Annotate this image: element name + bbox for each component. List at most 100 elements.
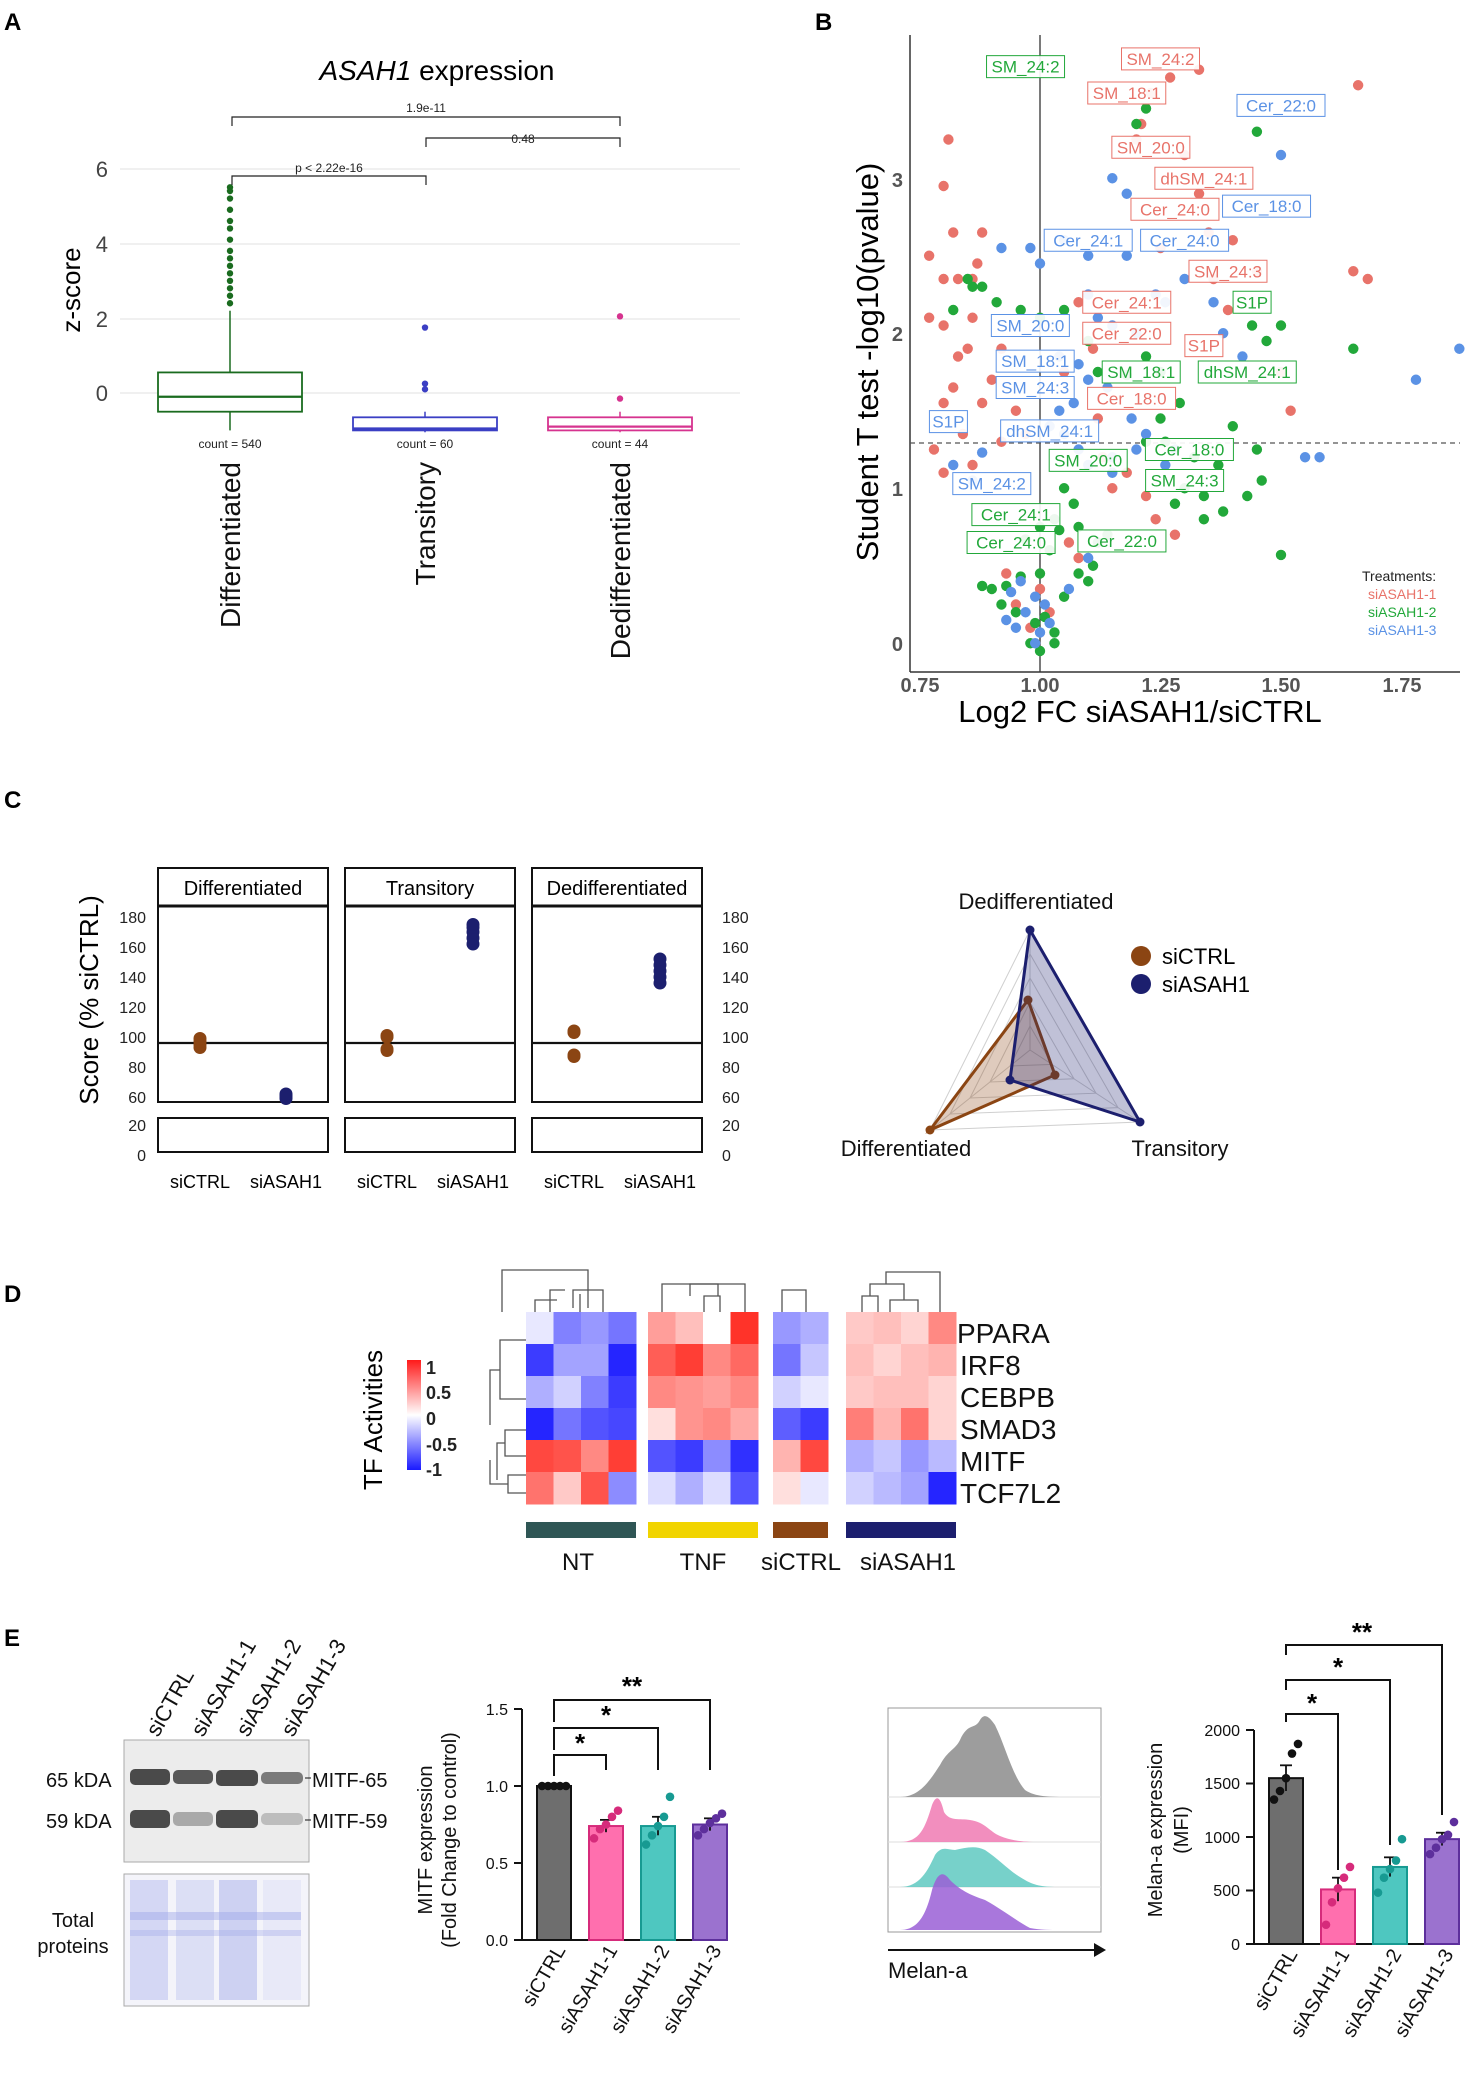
panel-d: D TF Activities 1 0.5 0 -0.5 -1 [4, 1269, 1061, 1576]
melan-xlabel: siCTRL [1250, 1946, 1302, 2015]
volcano-label: S1P [1236, 293, 1268, 312]
melan-bars [1268, 1739, 1460, 1946]
panel-b-labels: SM_24:2 SM_24:2 SM_18:1 Cer_22:0 SM_20:0 dhSM… [928, 47, 1326, 554]
volcano-point [1083, 576, 1094, 587]
volcano-point [1063, 537, 1075, 548]
heatmap-cell [703, 1376, 731, 1409]
significance-marker: * [601, 1700, 612, 1730]
heatmap-cell [730, 1440, 759, 1473]
panel-c-ytick-left: 180 [119, 910, 146, 927]
volcano-point [962, 273, 973, 285]
panel-b-xtick: 1.75 [1383, 675, 1422, 697]
box-outlier [616, 395, 624, 402]
heatmap-cell [928, 1376, 957, 1409]
melan-bar-chart: Melan-a expression (MFI) 2000 1500 1000 … [1145, 1617, 1460, 2041]
facet-xlabel: siCTRL [170, 1172, 230, 1192]
volcano-point [986, 374, 997, 385]
volcano-point [1034, 583, 1046, 595]
panel-c-ytick-left: 120 [119, 1000, 146, 1017]
western-blot: siCTRL siASAH1-1 siASAH1-2 siASAH1-3 65 … [37, 1635, 388, 2007]
heatmap-cell [928, 1344, 957, 1377]
radar-axis-label: Dedifferentiated [959, 889, 1114, 914]
radar-point [925, 1125, 935, 1135]
volcano-point [1092, 312, 1104, 323]
volcano-point [1020, 607, 1031, 618]
replicate-point [1345, 1862, 1355, 1872]
panel-c-ytick-left: 80 [128, 1060, 146, 1077]
facet-strip [157, 867, 329, 907]
volcano-point [1029, 591, 1041, 602]
panel-b-ytick: 1 [892, 479, 903, 501]
heatmap-cell [800, 1344, 829, 1377]
box-body [157, 371, 303, 413]
radar-point [1025, 925, 1035, 935]
bar [1372, 1865, 1408, 1945]
panel-a-group-label: Transitory [410, 462, 441, 585]
panel-a: A ASAH1 expression z-score 6 4 2 0 p < 2… [4, 9, 740, 659]
volcano-label-box [1101, 360, 1181, 384]
facet-panel [531, 905, 703, 1103]
heatmap-cell [730, 1344, 759, 1377]
replicate-point [1397, 1834, 1407, 1844]
volcano-point [1034, 627, 1046, 638]
volcano-label: SM_24:2 [1126, 50, 1194, 69]
volcano-point [1010, 405, 1022, 416]
panel-a-count: count = 60 [397, 437, 454, 451]
volcano-point [1140, 351, 1152, 362]
heatmap-cell [608, 1312, 637, 1345]
volcano-point [1087, 560, 1099, 571]
radar-axis-label: Differentiated [841, 1136, 971, 1161]
volcano-point [967, 459, 978, 471]
box-outlier [226, 236, 234, 243]
volcano-point [1039, 599, 1051, 610]
group-color-bar [526, 1522, 636, 1538]
heatmap-cell [773, 1376, 801, 1409]
volcano-point [1034, 645, 1046, 657]
score-point-sictrl [380, 1042, 394, 1056]
box-outlier [226, 247, 234, 255]
volcano-label: Cer_22:0 [1087, 532, 1157, 551]
score-point-sictrl [567, 1048, 581, 1062]
heatmap-cell [703, 1440, 731, 1473]
volcano-point [1261, 335, 1272, 347]
panel-b-legend: Treatments: siASAH1-1 siASAH1-2 siASAH1-… [1362, 568, 1437, 638]
volcano-label-box [1130, 197, 1220, 221]
panel-c-ytick-right: 180 [722, 910, 749, 927]
volcano-point [1246, 320, 1258, 331]
heatmap-cell [800, 1376, 829, 1409]
volcano-point [943, 134, 954, 145]
volcano-label-box [1232, 290, 1272, 314]
volcano-label: dhSM_24:1 [1006, 422, 1093, 441]
gene-label: PPARA [957, 1318, 1050, 1349]
volcano-point [1222, 304, 1234, 316]
heatmap-cell [526, 1472, 554, 1505]
replicate-point [1293, 1739, 1303, 1749]
panel-c-ytick-right: 60 [722, 1090, 740, 1107]
replicate-point [549, 1781, 559, 1791]
replicate-point [659, 1812, 669, 1822]
heatmap-cell [846, 1344, 874, 1377]
volcano-point [1131, 444, 1142, 455]
volcano-point [1251, 444, 1263, 455]
score-point-siasah1 [466, 918, 480, 931]
replicate-point [613, 1806, 623, 1815]
facet-title: Transitory [386, 878, 474, 900]
panel-c-ylabel: Score (% siCTRL) [74, 895, 104, 1104]
band-label: MITF-65 [312, 1770, 388, 1792]
volcano-point [1068, 498, 1079, 509]
score-point-siasah1 [653, 952, 667, 966]
replicate-point [699, 1824, 709, 1834]
radar-series-sictrl [925, 996, 1057, 1134]
volcano-label-box [990, 314, 1070, 337]
facet-strip [531, 867, 703, 907]
volcano-point [1073, 359, 1084, 370]
volcano-point [967, 312, 978, 323]
volcano-point [1275, 320, 1287, 331]
significance-marker: * [1307, 1688, 1318, 1718]
replicate-point [1269, 1795, 1279, 1804]
panel-a-pval: p < 2.22e-16 [295, 161, 363, 175]
facet-panel-lower [531, 1117, 703, 1153]
heatmap-cell [873, 1440, 902, 1473]
panel-a-pval: 0.48 [511, 132, 535, 146]
